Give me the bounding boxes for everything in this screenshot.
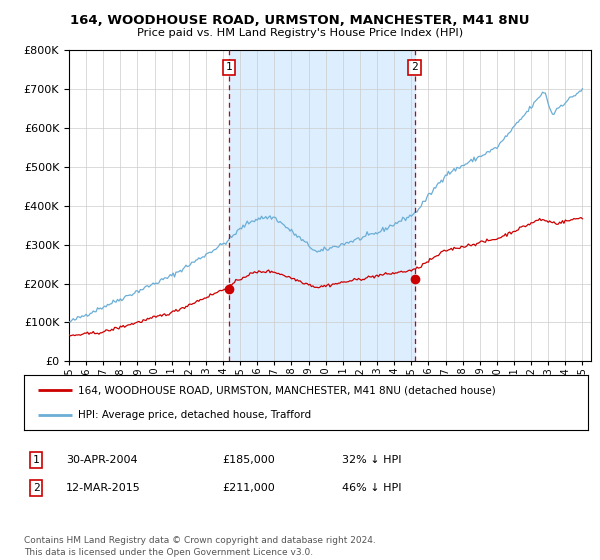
Text: 2: 2 [411,63,418,72]
Text: £185,000: £185,000 [222,455,275,465]
Text: 1: 1 [226,63,232,72]
Text: 2: 2 [32,483,40,493]
Text: Contains HM Land Registry data © Crown copyright and database right 2024.
This d: Contains HM Land Registry data © Crown c… [24,536,376,557]
Text: 12-MAR-2015: 12-MAR-2015 [66,483,141,493]
Text: 1: 1 [32,455,40,465]
Text: HPI: Average price, detached house, Trafford: HPI: Average price, detached house, Traf… [77,410,311,420]
Bar [229,50,415,361]
Text: 32% ↓ HPI: 32% ↓ HPI [342,455,401,465]
Text: Price paid vs. HM Land Registry's House Price Index (HPI): Price paid vs. HM Land Registry's House … [137,28,463,38]
Text: £211,000: £211,000 [222,483,275,493]
Text: 30-APR-2004: 30-APR-2004 [66,455,137,465]
Text: 164, WOODHOUSE ROAD, URMSTON, MANCHESTER, M41 8NU: 164, WOODHOUSE ROAD, URMSTON, MANCHESTER… [70,14,530,27]
Text: 164, WOODHOUSE ROAD, URMSTON, MANCHESTER, M41 8NU (detached house): 164, WOODHOUSE ROAD, URMSTON, MANCHESTER… [77,385,496,395]
Text: 46% ↓ HPI: 46% ↓ HPI [342,483,401,493]
